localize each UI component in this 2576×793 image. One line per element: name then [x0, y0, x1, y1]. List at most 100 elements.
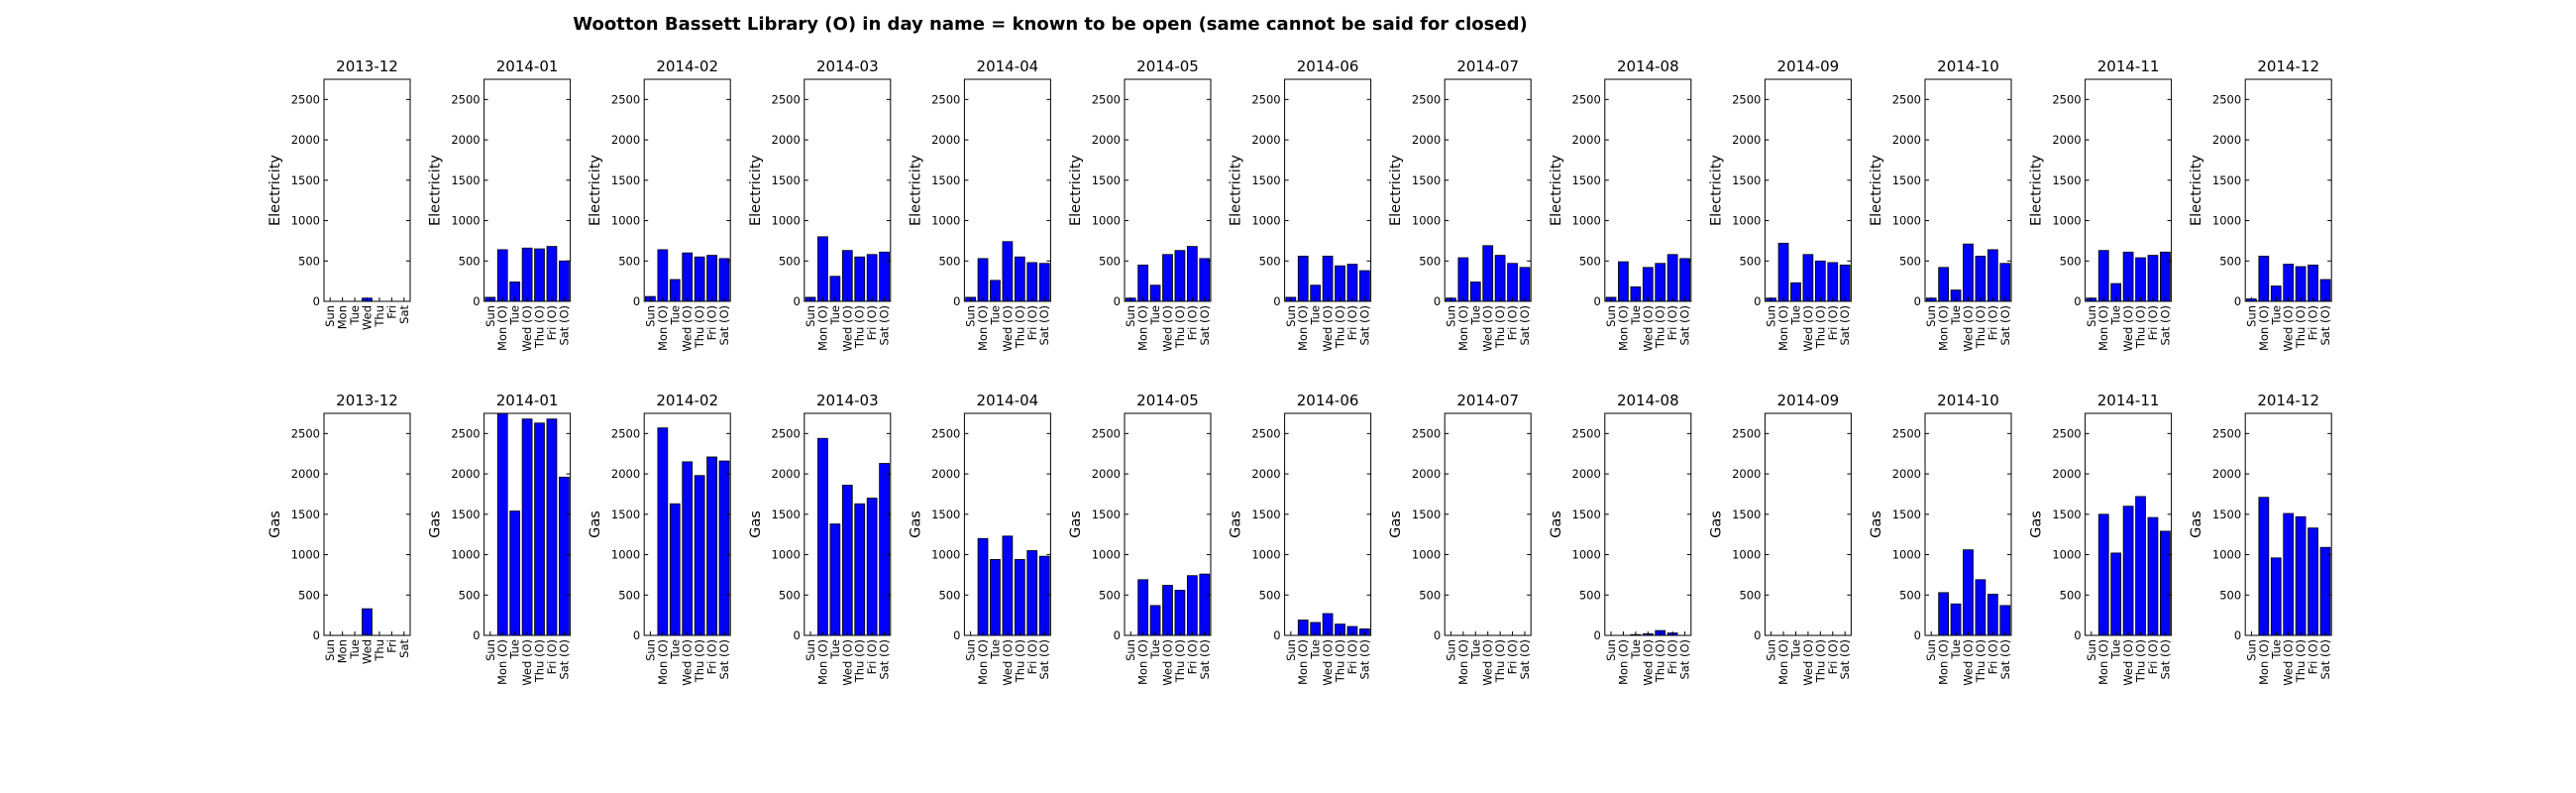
x-tick-label: Sun — [643, 305, 657, 327]
x-tick-label: Thu — [373, 305, 386, 328]
x-tick-label: Fri (O) — [1826, 305, 1840, 340]
bar — [1026, 262, 1038, 302]
bar — [1519, 267, 1531, 302]
x-tick-label: Thu (O) — [1493, 305, 1507, 349]
panel-electricity-2014-07: 2014-07 Electricity 0 500 1000 1500 2000 2500 Su… — [1388, 57, 1532, 352]
x-tick-label: Sat (O) — [557, 305, 571, 346]
y-tick-label: 500 — [779, 254, 801, 268]
bar — [1199, 258, 1211, 302]
bar — [657, 427, 669, 636]
x-tick-label: Sun — [1604, 639, 1618, 661]
x-tick-label: Sat — [397, 639, 411, 658]
y-axis-label: Electricity — [428, 155, 444, 226]
x-tick-label: Wed (O) — [1321, 639, 1335, 686]
x-tick-label: Wed (O) — [1161, 639, 1175, 686]
bar — [521, 418, 533, 636]
panel-grid: 2013-12 Electricity 0 500 1000 1500 2000 2500 Su… — [268, 57, 2332, 686]
y-tick-label: 2500 — [291, 426, 320, 440]
x-tick-label: Fri (O) — [1826, 639, 1840, 674]
x-tick-label: Fri (O) — [705, 305, 719, 340]
y-tick-label: 1500 — [451, 508, 480, 521]
y-tick-label: 500 — [1739, 254, 1761, 268]
figure-title: Wootton Bassett Library (O) in day name … — [573, 14, 1527, 35]
y-tick-label: 2000 — [1892, 133, 1921, 147]
bar — [2319, 546, 2331, 636]
y-tick-label: 1000 — [931, 548, 960, 562]
x-tick-label: Thu — [373, 639, 386, 662]
y-tick-label: 2500 — [1572, 426, 1601, 440]
x-tick-label: Tue — [2269, 305, 2283, 326]
x-tick-label: Thu (O) — [1974, 639, 1987, 683]
x-tick-label: Wed (O) — [840, 305, 854, 352]
y-tick-label: 0 — [1754, 628, 1761, 642]
bar — [1457, 257, 1469, 302]
bar — [1802, 254, 1814, 302]
y-tick-label: 500 — [459, 254, 481, 268]
x-tick-label: Thu (O) — [1974, 305, 1987, 349]
bar — [854, 503, 866, 636]
bar — [496, 249, 508, 302]
y-tick-label: 1000 — [2212, 548, 2241, 562]
x-tick-label: Thu (O) — [693, 305, 706, 349]
y-tick-label: 2000 — [291, 133, 320, 147]
bar — [2110, 552, 2122, 636]
bar — [559, 476, 570, 636]
y-tick-label: 2500 — [1892, 92, 1921, 106]
x-tick-label: Wed (O) — [1801, 305, 1815, 352]
panel-title: 2014-08 — [1617, 57, 1679, 75]
y-tick-label: 500 — [938, 254, 960, 268]
x-tick-label: Sat (O) — [1838, 639, 1852, 680]
x-tick-label: Thu (O) — [533, 639, 547, 683]
y-tick-label: 0 — [1114, 294, 1121, 308]
x-tick-label: Wed (O) — [1481, 305, 1495, 352]
y-tick-label: 1500 — [2052, 508, 2081, 521]
x-tick-label: Thu (O) — [1654, 305, 1667, 349]
x-tick-label: Sat — [397, 305, 411, 324]
panel-title: 2014-02 — [656, 392, 718, 409]
y-tick-label: 500 — [1579, 254, 1601, 268]
axes-frame — [1284, 412, 1372, 636]
bar — [1002, 535, 1014, 636]
bar — [521, 247, 533, 302]
x-tick-label: Sun — [1124, 639, 1137, 661]
x-tick-label: Sun — [323, 305, 337, 327]
panel-electricity-2014-10: 2014-10 Electricity 0 500 1000 1500 2000 2500 Su… — [1869, 57, 2012, 352]
x-tick-label: Tue — [668, 639, 682, 660]
bar — [1026, 550, 1038, 636]
y-tick-label: 500 — [1579, 588, 1601, 602]
panel-title: 2014-01 — [496, 392, 559, 409]
y-axis-label: Electricity — [1549, 155, 1564, 226]
y-tick-label: 2000 — [1572, 467, 1601, 481]
x-tick-label: Thu (O) — [2134, 639, 2148, 683]
x-tick-label: Sat (O) — [1037, 305, 1051, 346]
x-tick-label: Wed (O) — [1641, 639, 1655, 686]
x-tick-label: Sat (O) — [1678, 305, 1692, 346]
bar — [1162, 254, 1173, 302]
y-tick-label: 2000 — [1572, 133, 1601, 147]
y-tick-label: 0 — [1593, 628, 1600, 642]
x-tick-label: Tue — [828, 305, 842, 326]
y-tick-label: 500 — [1099, 588, 1121, 602]
x-tick-label: Fri (O) — [865, 639, 879, 674]
y-tick-label: 1500 — [931, 173, 960, 187]
bar — [694, 256, 705, 302]
x-tick-label: Fri — [384, 639, 398, 653]
x-tick-label: Wed (O) — [1962, 639, 1976, 686]
bar — [718, 460, 730, 636]
y-axis-label: Electricity — [748, 155, 764, 226]
x-tick-label: Sun — [804, 305, 817, 327]
panel-title: 2014-04 — [977, 57, 1039, 75]
x-tick-label: Sat (O) — [717, 305, 731, 346]
y-tick-label: 1000 — [2212, 214, 2241, 228]
x-tick-label: Fri (O) — [2146, 639, 2160, 674]
y-axis-label: Gas — [588, 510, 603, 538]
bar — [1963, 549, 1974, 636]
bar — [817, 437, 828, 636]
y-axis-label: Gas — [1068, 510, 1084, 538]
y-tick-label: 1500 — [1732, 508, 1761, 521]
y-tick-label: 1500 — [451, 173, 480, 187]
